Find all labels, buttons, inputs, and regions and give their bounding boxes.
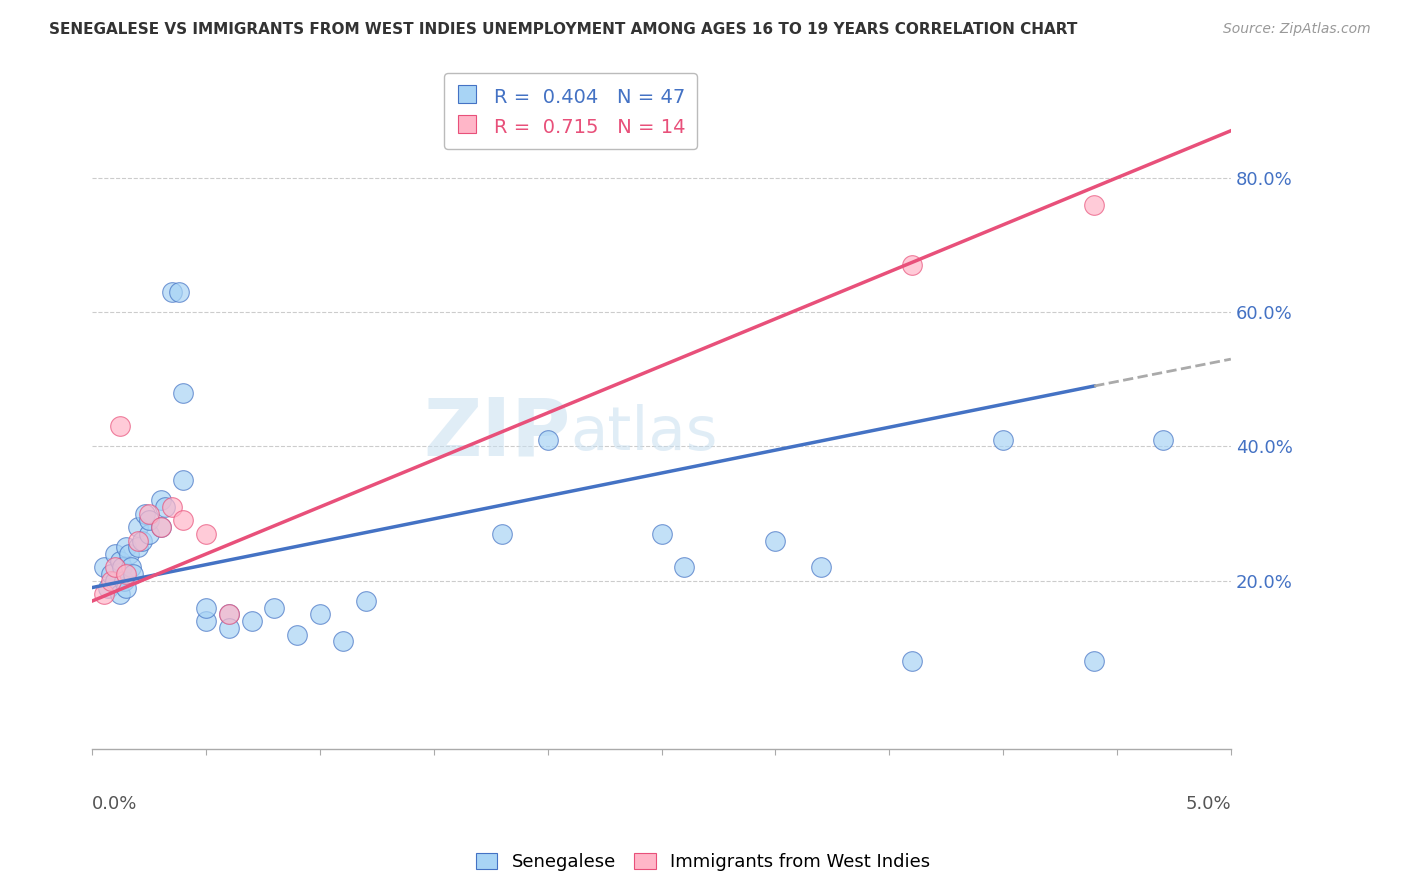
- Point: [651, 526, 673, 541]
- Point: [112, 574, 135, 588]
- Point: [138, 526, 160, 541]
- Point: [122, 567, 145, 582]
- Point: [115, 540, 138, 554]
- Point: [100, 567, 122, 582]
- Point: [149, 520, 172, 534]
- Point: [108, 419, 131, 434]
- Point: [172, 473, 194, 487]
- Point: [167, 285, 190, 299]
- Point: [172, 513, 194, 527]
- Text: ZIP: ZIP: [423, 394, 571, 472]
- Text: 5.0%: 5.0%: [1185, 795, 1230, 814]
- Point: [138, 507, 160, 521]
- Point: [115, 567, 138, 582]
- Point: [901, 654, 924, 668]
- Point: [108, 587, 131, 601]
- Text: 0.0%: 0.0%: [93, 795, 138, 814]
- Point: [810, 560, 832, 574]
- Point: [195, 526, 218, 541]
- Legend: Senegalese, Immigrants from West Indies: Senegalese, Immigrants from West Indies: [468, 846, 938, 879]
- Text: Source: ZipAtlas.com: Source: ZipAtlas.com: [1223, 22, 1371, 37]
- Point: [285, 627, 308, 641]
- Point: [1152, 433, 1174, 447]
- Point: [131, 533, 153, 548]
- Text: SENEGALESE VS IMMIGRANTS FROM WEST INDIES UNEMPLOYMENT AMONG AGES 16 TO 19 YEARS: SENEGALESE VS IMMIGRANTS FROM WEST INDIE…: [49, 22, 1077, 37]
- Point: [149, 493, 172, 508]
- Point: [108, 554, 131, 568]
- Point: [218, 621, 240, 635]
- Point: [149, 520, 172, 534]
- Point: [104, 547, 127, 561]
- Legend: R =  0.404   N = 47, R =  0.715   N = 14: R = 0.404 N = 47, R = 0.715 N = 14: [444, 73, 697, 149]
- Point: [111, 560, 134, 574]
- Point: [354, 594, 377, 608]
- Point: [991, 433, 1014, 447]
- Point: [118, 547, 141, 561]
- Point: [153, 500, 176, 514]
- Point: [160, 285, 183, 299]
- Point: [127, 520, 149, 534]
- Point: [138, 513, 160, 527]
- Point: [263, 600, 285, 615]
- Point: [1083, 197, 1105, 211]
- Point: [901, 258, 924, 272]
- Point: [218, 607, 240, 622]
- Point: [127, 533, 149, 548]
- Point: [195, 614, 218, 628]
- Text: atlas: atlas: [571, 403, 718, 463]
- Point: [309, 607, 332, 622]
- Point: [240, 614, 263, 628]
- Point: [332, 634, 354, 648]
- Point: [195, 600, 218, 615]
- Point: [1083, 654, 1105, 668]
- Point: [160, 500, 183, 514]
- Point: [172, 385, 194, 400]
- Point: [491, 526, 513, 541]
- Point: [537, 433, 560, 447]
- Point: [97, 581, 120, 595]
- Point: [104, 574, 127, 588]
- Point: [93, 587, 115, 601]
- Point: [115, 581, 138, 595]
- Point: [673, 560, 696, 574]
- Point: [104, 560, 127, 574]
- Point: [93, 560, 115, 574]
- Point: [134, 507, 156, 521]
- Point: [120, 560, 142, 574]
- Point: [765, 533, 787, 548]
- Point: [100, 574, 122, 588]
- Point: [127, 540, 149, 554]
- Point: [218, 607, 240, 622]
